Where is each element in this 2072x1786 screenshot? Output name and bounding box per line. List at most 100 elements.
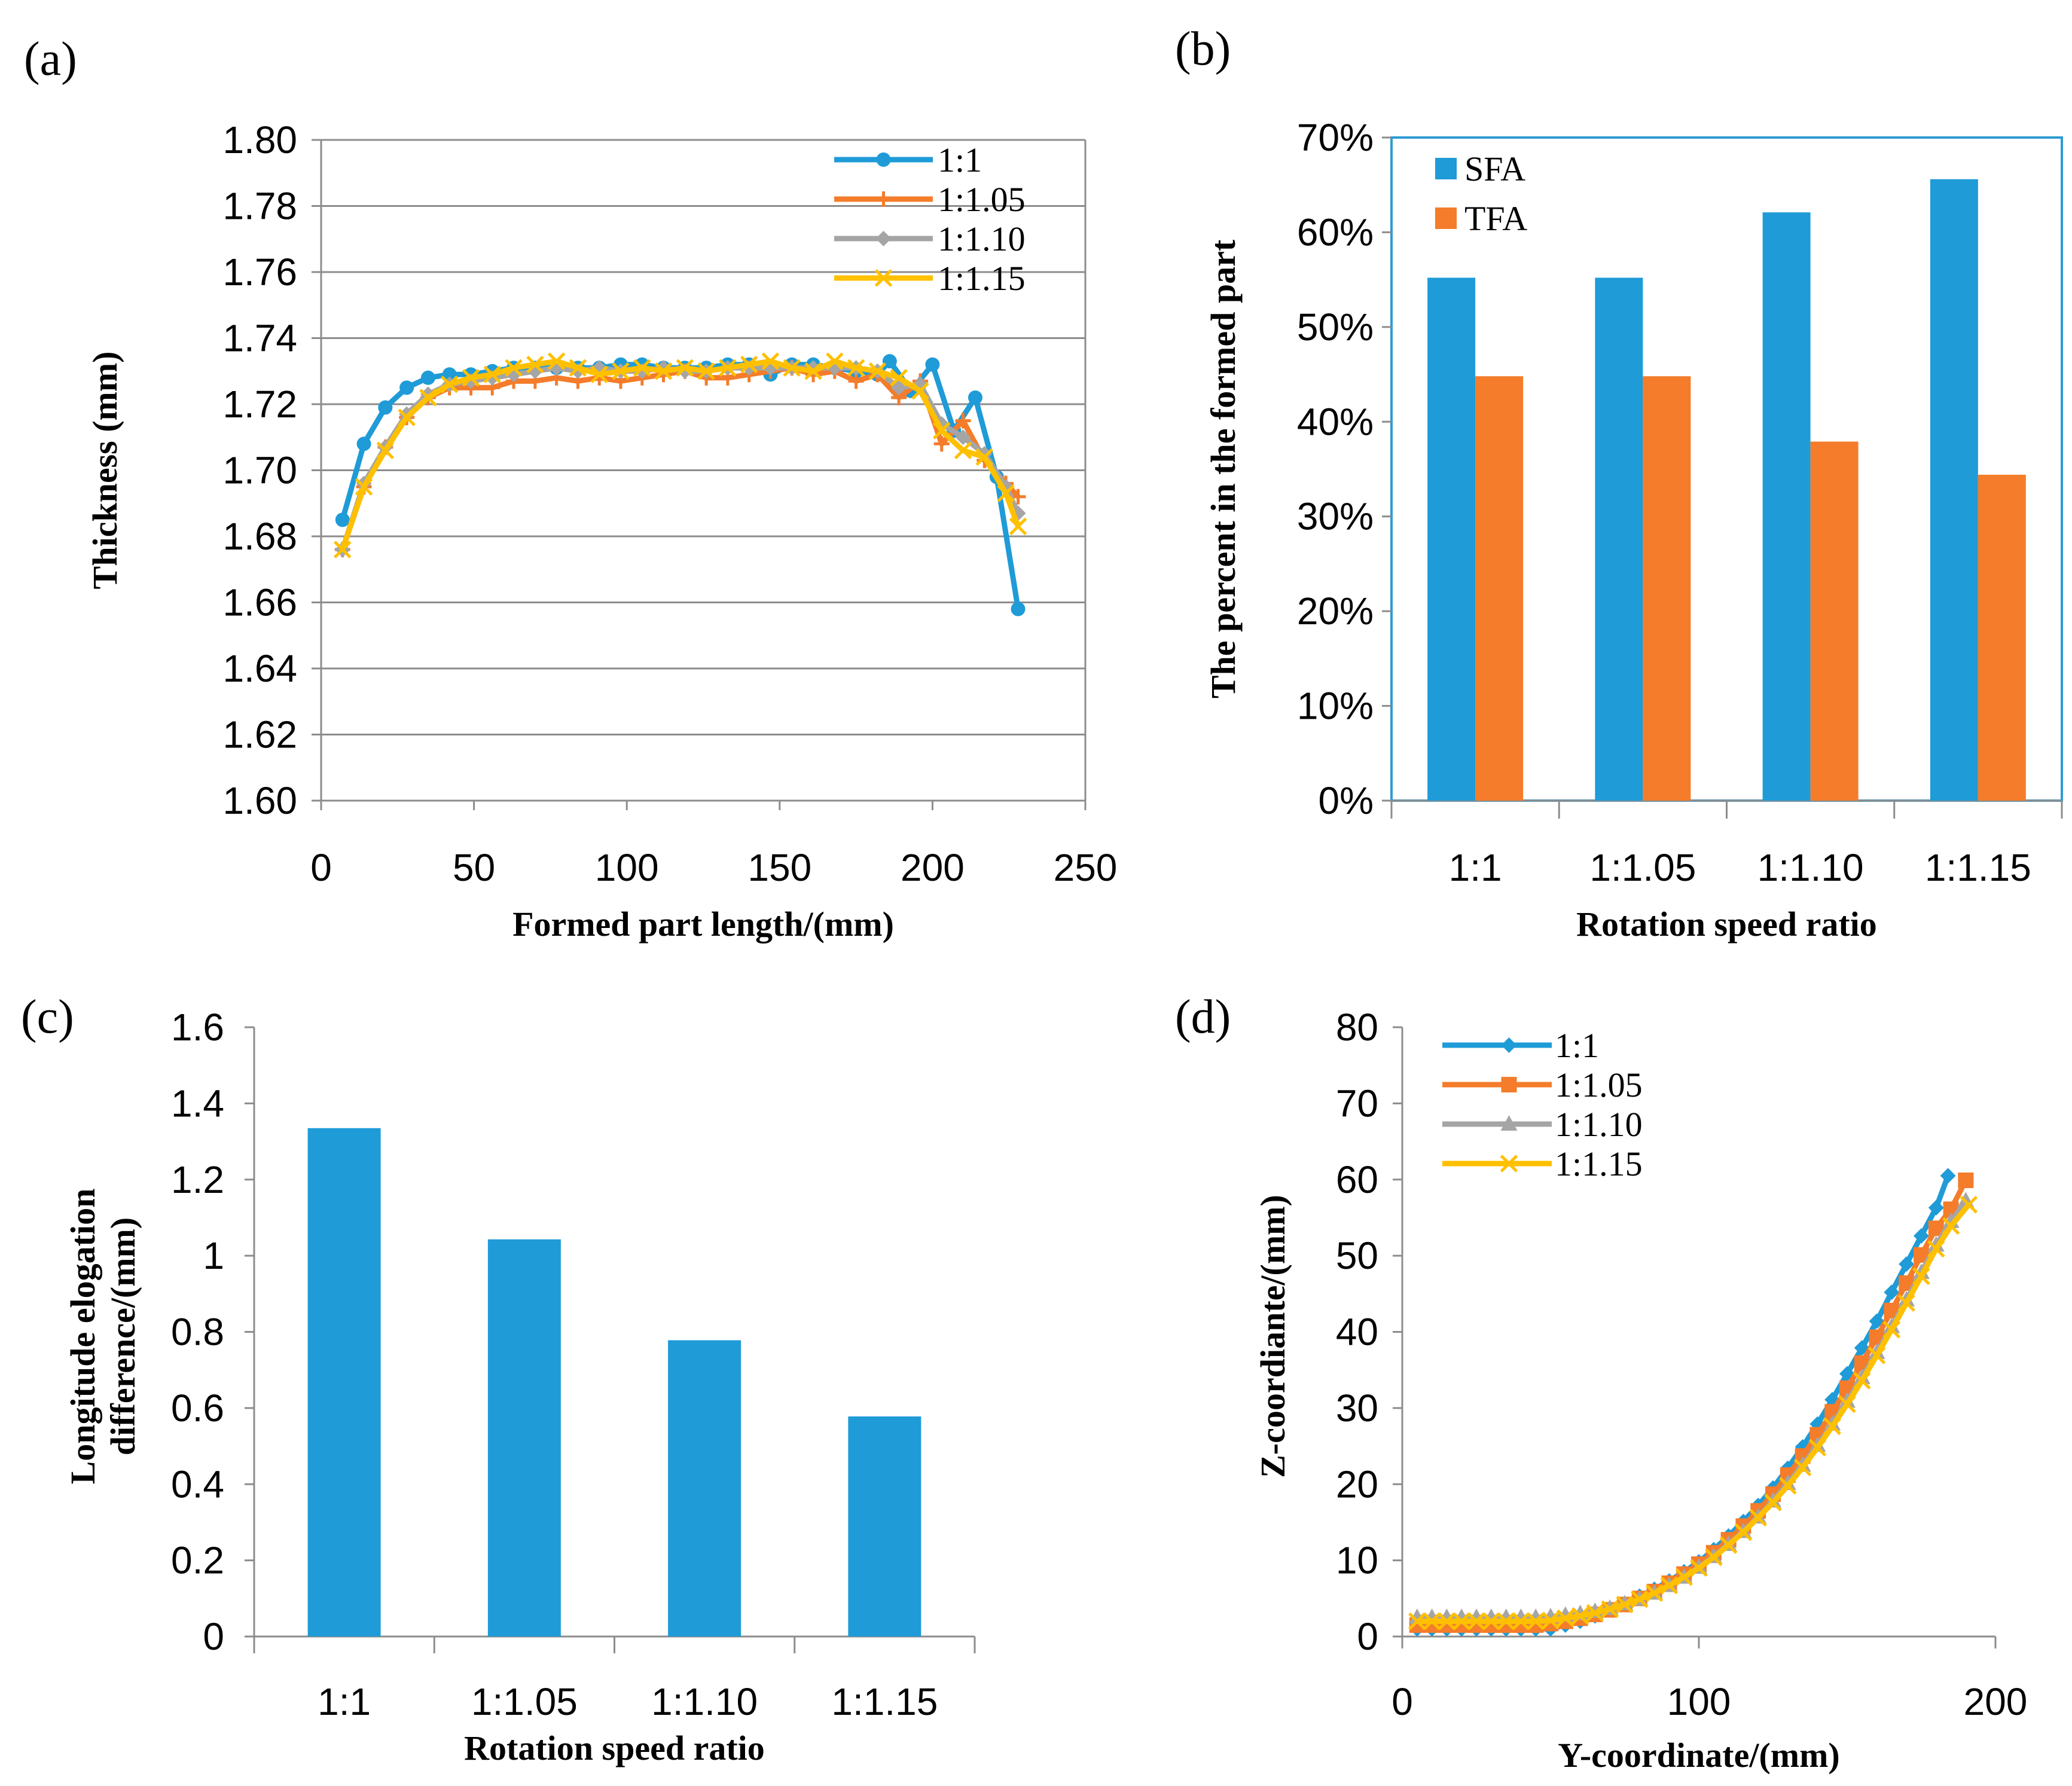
legend-label: 1:1.15 [1555,1144,1643,1183]
data-point [848,373,864,389]
panel-b-percent-bar-chart: (b) 0% 10% 20% 30% 40% 50% 60% 70% 1:1 1:1.05 1:1.… [1175,23,2063,944]
data-point [882,354,897,369]
category-label: 1:1.05 [471,1680,578,1723]
x-tick-label: 200 [901,846,965,889]
data-point [1928,1199,1944,1216]
data-point [1942,1217,1960,1235]
legend-swatch-marker [874,269,893,287]
legend-swatch-marker [875,231,892,246]
data-point [483,365,502,384]
data-point [440,375,459,393]
data-point [1853,1372,1871,1390]
data-point [1808,1439,1827,1457]
panel-a-label: (a) [24,33,77,86]
data-point [975,448,994,466]
y-tick-label: 1.72 [222,383,297,426]
legend-label: 1:1.10 [938,219,1026,258]
data-point [1601,1600,1619,1618]
data-point [954,441,972,460]
data-point [847,359,865,377]
y-tick-label: 1.74 [222,317,297,360]
y-tick-label: 10 [1336,1539,1378,1582]
legend-swatch-marker [875,191,892,207]
y-tick-label: 1.66 [222,581,297,624]
data-point [1897,1294,1915,1312]
y-tick-label: 0 [203,1615,224,1658]
data-point [1927,1239,1945,1258]
data-point [419,389,437,407]
data-point [740,355,758,374]
data-point [676,359,694,377]
data-point [376,441,395,460]
x-tick-label: 250 [1054,846,1118,889]
data-point [1512,1612,1530,1631]
category-label: 1:1 [318,1680,371,1723]
legend-label: 1:1 [1555,1026,1599,1065]
data-point [997,484,1015,502]
data-point [526,355,544,374]
panel-c-elongation-bar-chart: (c) 0 0.2 0.4 0.6 0.8 1 1.2 1.4 1.6 1:1 1:1.05 1:1.… [21,991,976,1767]
data-point [1675,1568,1693,1586]
data-point [1557,1609,1574,1628]
legend-swatch-marker [876,152,891,167]
data-point [955,413,971,429]
data-point [1497,1612,1515,1631]
data-point [355,478,373,496]
data-point [1690,1559,1708,1577]
bar [307,1128,381,1637]
category-label: 1:1.15 [1925,846,2031,889]
y-tick-label: 20% [1297,590,1374,633]
x-tick-label: 0 [310,846,332,889]
legend-label: 1:1 [938,141,982,179]
y-tick-label: 60% [1297,210,1374,254]
data-point [612,362,630,380]
bar-tfa [1978,475,2026,801]
x-tick-label: 50 [453,846,495,889]
data-point [590,365,608,384]
y-tick-label: 40% [1297,400,1374,443]
y-tick-label: 0.6 [171,1387,224,1430]
legend-swatch-marker [1501,1037,1517,1053]
data-point [1940,1168,1956,1184]
legend-swatch-marker [1500,1115,1518,1131]
y-tick-label: 1.4 [171,1082,224,1125]
data-point [1884,1284,1900,1300]
data-point [868,362,887,380]
y-tick-label: 80 [1336,1006,1378,1049]
y-tick-label: 1.78 [222,185,297,228]
y-tick-label: 1.80 [222,118,297,161]
data-point [1571,1607,1589,1625]
y-tick-label: 30% [1297,495,1374,538]
data-point [719,359,737,377]
data-point [335,512,350,527]
y-tick-label: 20 [1336,1463,1378,1506]
series-3 [334,352,1027,558]
data-point [933,436,950,452]
bar-sfa [1427,277,1476,801]
data-point [462,369,480,387]
y-tick-label: 1.62 [222,713,297,756]
legend-swatch [1435,207,1457,229]
bar [848,1416,921,1637]
data-point [420,370,435,385]
x-axis-title: Y-coordinate/(mm) [1558,1736,1839,1775]
legend-swatch-marker [1500,1155,1518,1173]
legend-label: SFA [1464,149,1525,188]
data-point [1719,1536,1738,1554]
data-point [378,400,393,415]
data-point [891,380,907,396]
y-tick-label: 1.76 [222,251,297,294]
data-point [1452,1612,1470,1631]
data-point [547,352,566,370]
data-point [1438,1612,1456,1631]
bar-tfa [1475,376,1524,801]
y-tick-label: 1.68 [222,515,297,558]
y-tick-label: 1 [203,1234,224,1277]
y-tick-label: 50 [1336,1234,1378,1277]
y-axis-title: Thickness (mm) [86,352,124,590]
y-tick-label: 1.60 [222,779,297,822]
y-tick-label: 50% [1297,306,1374,349]
category-label: 1:1.15 [831,1680,938,1723]
panel-d-label: (d) [1175,991,1231,1043]
legend-label: 1:1.15 [938,259,1026,298]
